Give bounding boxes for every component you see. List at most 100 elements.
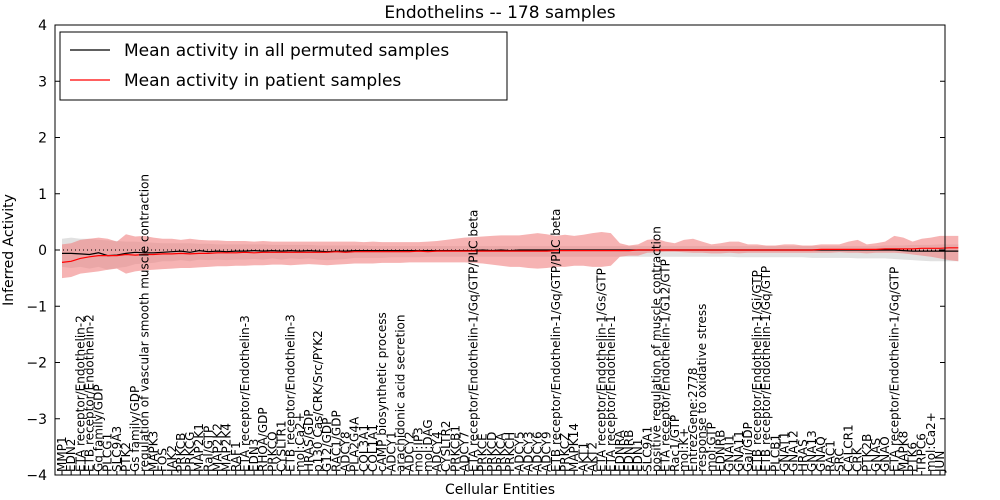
x-tick-label: PTK2B — [860, 434, 874, 472]
x-tick-label: Gs family/GDP — [128, 386, 142, 472]
x-tick-label: PRKCH — [503, 432, 517, 472]
x-tick-label: ADCY6 — [531, 431, 545, 472]
x-tick-label: PRKCQ — [265, 431, 279, 472]
x-tick-label: AKT1 — [576, 442, 590, 472]
patient-mean-line — [61, 247, 959, 263]
legend-label-permuted: Mean activity in all permuted samples — [124, 41, 449, 61]
x-tick-label: mol:Ca2+ — [293, 412, 307, 472]
x-tick-label: ETB receptor/Endothelin-3 — [284, 314, 298, 472]
y-tick-label: −4 — [26, 468, 47, 484]
x-tick-label: PTK2 — [119, 442, 133, 472]
x-tick-label: ADCY2 — [403, 431, 417, 472]
x-tick-label: MAP2K2 — [211, 423, 225, 472]
x-tick-label: Gai/GDP — [741, 422, 755, 472]
x-tick-label: CRK — [851, 446, 865, 472]
x-tick-label: MAPK8 — [896, 431, 910, 472]
x-tick-label: EntrezGene:2778 — [686, 368, 700, 473]
x-tick-label: JAK2 — [165, 445, 179, 473]
x-tick-label: PRKCG — [183, 432, 197, 472]
x-tick-label: cAMP biosynthetic process — [375, 312, 389, 472]
x-tick-label: EDN2 — [64, 439, 78, 472]
x-tick-label: ETB receptor/Endothelin-1/Gq/GTP — [759, 266, 773, 472]
x-tick-label: GNA13 — [805, 430, 819, 472]
x-tick-label: RAC1/GDP — [329, 410, 343, 472]
x-tick-label: EDN1 — [631, 439, 645, 472]
x-tick-label: PLCG1 — [101, 433, 115, 472]
x-tick-label: mol:IP3 — [412, 427, 426, 472]
x-tick-label: ADCY9 — [540, 431, 554, 472]
legend-label-patient: Mean activity in patient samples — [124, 71, 401, 91]
y-tick-label: 0 — [38, 243, 47, 259]
x-tick-label: MAPK14 — [567, 423, 581, 472]
x-tick-label: PLCB1 — [768, 434, 782, 472]
legend: Mean activity in all permuted samples Me… — [59, 31, 508, 101]
y-tick-label: −1 — [26, 299, 47, 315]
x-tick-label: CALCR1 — [842, 424, 856, 472]
x-tick-label: EDNRA — [613, 429, 627, 472]
plot-frame — [54, 24, 946, 476]
x-tick-label: TRPC6 — [915, 433, 929, 473]
y-tick-label: 2 — [38, 131, 47, 147]
x-tick-label: ADCY1 — [384, 431, 398, 472]
x-tick-label: EDN3 — [247, 439, 261, 472]
x-tick-label: Ral/GTP — [201, 426, 215, 472]
x-tick-label: COL1A1 — [366, 424, 380, 472]
x-tick-label: ETA receptor/Endothelin-1/Gq/GTP — [887, 267, 901, 472]
x-tick-label: AKT2 — [586, 442, 600, 472]
x-tick-label: GNAS — [869, 438, 883, 472]
x-tick-label: ADCY7 — [457, 431, 471, 472]
x-tick-label: MAP2K4 — [220, 423, 234, 472]
x-tick-label: ETA receptor/Endothelin-2 — [73, 315, 87, 472]
x-tick-label: SLC9A3 — [110, 426, 124, 472]
x-tick-label: ETB receptor/Endothelin-2 — [82, 314, 96, 472]
x-tick-label: MAP2K1 — [192, 423, 206, 472]
x-tick-label: ETB receptor/Endothelin-1/Gi/GTP — [750, 270, 764, 472]
x-tick-label: mol:GTP — [704, 422, 718, 472]
x-tick-label: mol:DAG — [421, 419, 435, 472]
x-tick-label: RAF1 — [229, 441, 243, 472]
x-tick-label: FOS — [156, 448, 170, 472]
x-tick-label: arachidonic acid secretion — [393, 315, 407, 472]
x-tick-label: mol:Ca2+ — [924, 412, 938, 472]
x-tick-label: GNAI1 — [723, 434, 737, 472]
x-tick-label: RAC1 — [823, 440, 837, 472]
x-tick-label: COL3A1 — [357, 424, 371, 472]
x-tick-label: ADCY5 — [512, 431, 526, 472]
chart-title: Endothelins -- 178 samples — [384, 3, 615, 23]
x-tick-label: ETA receptor/Endothelin-1/Gq/GTP/PLC bet… — [467, 210, 481, 472]
x-tick-label: response to oxidative stress — [695, 304, 709, 472]
x-tick-label: ETA receptor/Endothelin-1 — [604, 315, 618, 472]
x-tick-label: HRAS — [796, 439, 810, 472]
x-tick-label: CYSLTR1 — [275, 421, 289, 472]
x-tick-label: G12/GDP — [320, 418, 334, 472]
x-tick-label: GNAT1 — [778, 431, 792, 472]
legend-box — [59, 31, 508, 101]
y-tick-label: 3 — [38, 74, 47, 90]
x-tick-label: PRKCD — [485, 432, 499, 472]
x-tick-label: RHOA/GDP — [256, 407, 270, 472]
x-tick-label: JUN — [933, 451, 947, 473]
x-tick-label: ADCY8 — [339, 431, 353, 472]
x-tick-label: PRKCZ — [558, 433, 572, 472]
x-tick-label: ADCY4 — [430, 431, 444, 472]
x-tick-label: GNAQ — [814, 436, 828, 472]
x-tick-label: mol:K+ — [677, 428, 691, 472]
y-tick-label: 4 — [38, 18, 47, 34]
y-tick-label: −3 — [26, 412, 47, 428]
x-tick-label: ETB receptor/Endothelin-1/Gq/GTP/PLC bet… — [549, 209, 563, 472]
x-tick-label: GNAO — [878, 436, 892, 472]
x-tick-label: PRKCB1 — [448, 425, 462, 472]
x-tick-label: positive regulation of muscle contractio… — [650, 226, 664, 472]
x-tick-label: EDNRB — [622, 430, 636, 472]
x-tick-label: MAPK3 — [147, 431, 161, 472]
x-tick-label: Rac1/GTP — [668, 415, 682, 472]
x-tick-label: MMP1 — [55, 436, 69, 472]
x-tick-label: CYSLTR2 — [439, 421, 453, 472]
x-tick-label: PRKCB — [174, 433, 188, 472]
x-tick-label: p130 Cas/CRK/Src/PYK2 — [311, 330, 325, 472]
x-tick-label: PRKCE — [476, 433, 490, 472]
x-tick-label: ADCY3 — [521, 431, 535, 472]
y-tick-label: −2 — [26, 356, 47, 372]
x-tick-label: PTK6 — [906, 442, 920, 472]
